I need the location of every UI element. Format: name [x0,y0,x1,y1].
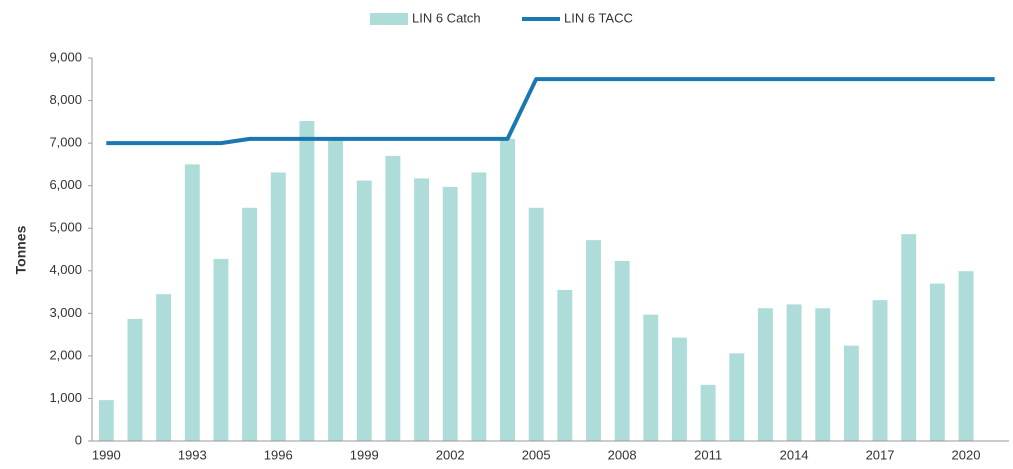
y-tick-label: 4,000 [49,262,82,277]
line [106,77,995,146]
y-tick-label: 0 [75,432,82,447]
y-tick-label: 8,000 [49,92,82,107]
y-tick-label: 2,000 [49,347,82,362]
x-tick-label: 2011 [694,447,722,462]
y-tick-label: 5,000 [49,220,82,235]
bar [872,300,888,441]
y-tick-label: 1,000 [49,390,82,405]
bar [815,308,831,441]
bar [700,384,716,441]
bar [471,172,487,442]
y-tick-label: 6,000 [49,177,82,192]
legend-label: LIN 6 TACC [564,10,633,25]
bar [500,138,515,441]
x-tick-label: 2020 [952,447,981,462]
y-axis-label: Tonnes [13,225,29,274]
bar [98,400,114,441]
x-tick-label: 1999 [350,447,379,462]
legend-label: LIN 6 Catch [412,10,481,25]
bar [586,240,601,441]
bar [929,283,945,441]
x-tick-label: 2008 [608,447,637,462]
bar [299,120,315,441]
bar [127,318,143,441]
bar [270,172,286,442]
bar [242,207,258,441]
x-tick-label: 1990 [92,447,121,462]
bar [958,271,974,441]
bar [414,178,429,441]
bar [614,260,630,441]
bar [901,234,917,441]
x-tick-label: 2017 [866,447,895,462]
bar [528,207,544,441]
x-tick-label: 2005 [522,447,551,462]
bar [328,138,344,441]
y-tick-label: 9,000 [49,49,82,64]
bar [184,164,200,441]
bar [757,308,773,441]
bar [156,294,172,441]
bar [729,353,745,441]
bar [213,258,229,441]
bar [442,186,458,441]
bar [786,304,802,441]
legend-swatch [370,13,408,25]
bar [557,289,573,441]
bar [643,314,659,441]
bar [385,155,401,441]
x-tick-label: 1996 [264,447,293,462]
bar [672,337,687,441]
bar [356,180,372,441]
bar [843,345,859,441]
x-tick-label: 2002 [436,447,465,462]
x-tick-label: 2014 [780,447,809,462]
x-tick-label: 1993 [178,447,207,462]
y-tick-label: 3,000 [49,305,82,320]
y-tick-label: 7,000 [49,135,82,150]
